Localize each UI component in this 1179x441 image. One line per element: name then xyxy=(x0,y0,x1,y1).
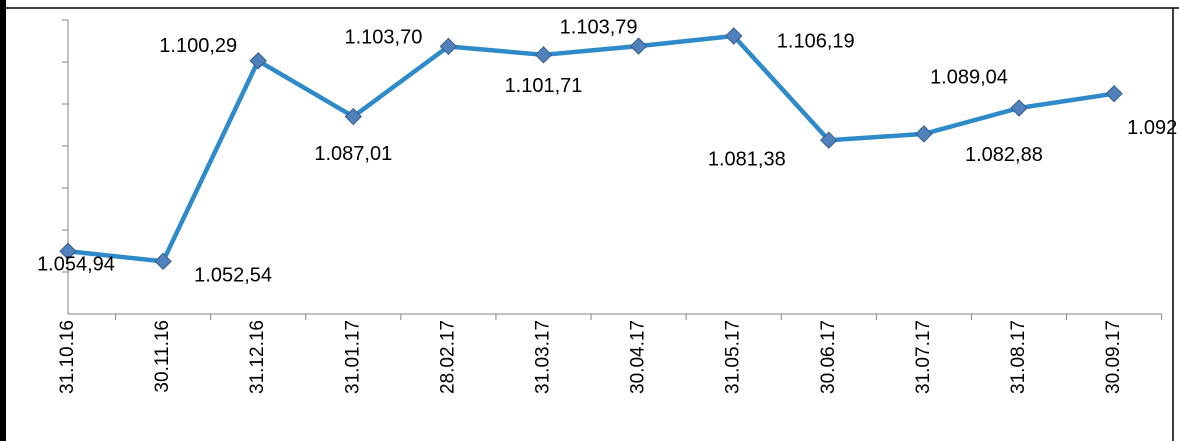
marker xyxy=(1105,84,1123,103)
data-label: 1.082,88 xyxy=(965,144,1043,166)
x-tick-label: 30.06.17 xyxy=(818,320,839,394)
x-tick-label: 31.07.17 xyxy=(913,320,934,394)
marker xyxy=(439,37,458,56)
marker xyxy=(724,27,743,45)
marker xyxy=(344,107,363,126)
marker xyxy=(154,252,172,271)
marker xyxy=(629,37,648,55)
x-tick-label: 31.10.16 xyxy=(57,320,78,394)
marker xyxy=(249,52,267,70)
x-tick-label: 30.09.17 xyxy=(1103,320,1124,394)
data-label: 1.103,79 xyxy=(560,16,638,38)
data-label: 1.103,70 xyxy=(344,27,422,49)
x-tick-label: 31.01.17 xyxy=(342,320,363,394)
data-label: 1.054,94 xyxy=(37,254,115,276)
x-tick-label: 30.04.17 xyxy=(628,320,649,394)
data-label: 1.100,29 xyxy=(159,35,237,57)
line xyxy=(67,33,1115,264)
data-label: 1.092,46 xyxy=(1127,117,1179,139)
data-label: 1.081,38 xyxy=(708,148,786,170)
data-label: 1.101,71 xyxy=(505,75,583,97)
x-tick-label: 31.05.17 xyxy=(723,320,744,394)
data-label: 1.089,04 xyxy=(930,66,1008,88)
marker xyxy=(534,46,553,64)
marker xyxy=(820,131,838,149)
data-label: 1.087,01 xyxy=(314,143,392,165)
x-tick-label: 31.12.16 xyxy=(247,320,268,394)
marker xyxy=(1010,99,1028,117)
x-tick-label: 31.03.17 xyxy=(533,320,554,394)
x-tick-label: 28.02.17 xyxy=(437,320,458,394)
marker xyxy=(915,125,933,143)
data-label: 1.106,19 xyxy=(777,30,855,52)
x-tick-label: 31.08.17 xyxy=(1008,320,1029,394)
data-label: 1.052,54 xyxy=(194,265,272,287)
marker xyxy=(59,242,77,260)
frame-left xyxy=(0,0,6,441)
x-tick-label: 30.11.16 xyxy=(152,320,173,393)
